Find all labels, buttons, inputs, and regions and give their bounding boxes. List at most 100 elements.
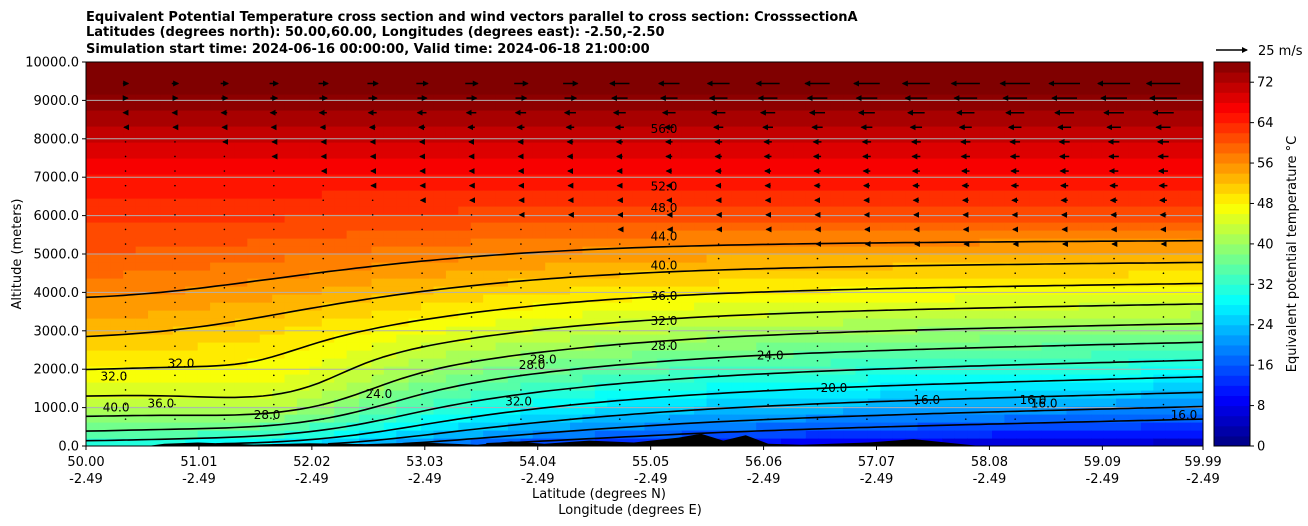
field-cell [892, 166, 906, 175]
field-cell [855, 342, 869, 351]
field-cell [1004, 350, 1018, 359]
field-cell [867, 142, 881, 151]
field-cell [334, 198, 348, 207]
field-cell [495, 158, 509, 167]
field-cell [644, 246, 658, 255]
field-cell [607, 166, 621, 175]
field-cell [532, 102, 546, 111]
field-cell [1091, 70, 1105, 79]
field-cell [731, 126, 745, 135]
field-cell [520, 366, 534, 375]
field-cell [259, 230, 273, 239]
field-cell [470, 398, 484, 407]
field-cell [309, 222, 323, 231]
wind-vector [866, 301, 868, 304]
field-cell [458, 198, 472, 207]
field-cell [1140, 294, 1154, 303]
field-cell [98, 166, 112, 175]
field-cell [967, 222, 981, 231]
field-cell [272, 94, 286, 103]
wind-vector [915, 286, 918, 289]
field-cell [346, 318, 360, 327]
field-cell [1041, 142, 1055, 151]
field-cell [408, 390, 422, 399]
chart-title-line-1: Equivalent Potential Temperature cross s… [86, 10, 858, 25]
field-cell [694, 230, 708, 239]
field-cell [483, 206, 497, 215]
field-cell [545, 110, 559, 119]
field-cell [954, 86, 968, 95]
field-cell [892, 390, 906, 399]
field-cell [731, 238, 745, 247]
wind-vector [866, 418, 868, 420]
field-cell [706, 406, 720, 415]
field-cell [694, 294, 708, 303]
field-cell [545, 94, 559, 103]
field-cell [954, 262, 968, 271]
field-cell [942, 62, 956, 71]
field-cell [942, 246, 956, 255]
field-cell [421, 70, 435, 79]
field-cell [197, 246, 211, 255]
field-cell [172, 342, 186, 351]
field-cell [421, 78, 435, 87]
field-cell [321, 262, 335, 271]
field-cell [967, 406, 981, 415]
wind-vector [174, 199, 176, 202]
x-tick-label: 54.04 [519, 455, 556, 470]
field-cell [880, 342, 894, 351]
field-cell [694, 254, 708, 263]
field-cell [1066, 398, 1080, 407]
field-cell [967, 262, 981, 271]
field-cell [768, 278, 782, 287]
field-cell [483, 86, 497, 95]
field-cell [905, 214, 919, 223]
field-cell [892, 278, 906, 287]
wind-vector [124, 155, 127, 158]
field-cell [905, 198, 919, 207]
field-cell [421, 238, 435, 247]
field-cell [1116, 158, 1130, 167]
field-cell [532, 142, 546, 151]
field-cell [222, 70, 236, 79]
field-cell [718, 182, 732, 191]
field-cell [1165, 166, 1179, 175]
field-cell [942, 350, 956, 359]
wind-vector [618, 418, 621, 420]
field-cell [656, 342, 670, 351]
field-cell [421, 414, 435, 423]
field-cell [743, 414, 757, 423]
field-cell [1016, 254, 1030, 263]
field-cell [1103, 190, 1117, 199]
field-cell [992, 390, 1006, 399]
field-cell [309, 374, 323, 383]
field-cell [979, 390, 993, 399]
field-cell [619, 206, 633, 215]
wind-vector [371, 272, 374, 275]
field-cell [309, 150, 323, 159]
field-cell [98, 214, 112, 223]
field-cell [929, 190, 943, 199]
field-cell [495, 414, 509, 423]
field-cell [1091, 414, 1105, 423]
field-cell [892, 398, 906, 407]
field-cell [334, 302, 348, 311]
field-cell [706, 182, 720, 191]
wind-vector [371, 403, 374, 406]
field-cell [557, 286, 571, 295]
field-cell [520, 342, 534, 351]
field-cell [644, 430, 658, 439]
field-cell [1041, 62, 1055, 71]
field-cell [334, 270, 348, 279]
field-cell [830, 270, 844, 279]
field-cell [1190, 366, 1203, 375]
field-cell [334, 286, 348, 295]
field-cell [185, 406, 199, 415]
field-cell [1153, 86, 1167, 95]
field-cell [259, 318, 273, 327]
field-cell [284, 94, 298, 103]
field-cell [507, 294, 521, 303]
field-cell [607, 230, 621, 239]
field-cell [1116, 302, 1130, 311]
field-cell [1178, 198, 1192, 207]
